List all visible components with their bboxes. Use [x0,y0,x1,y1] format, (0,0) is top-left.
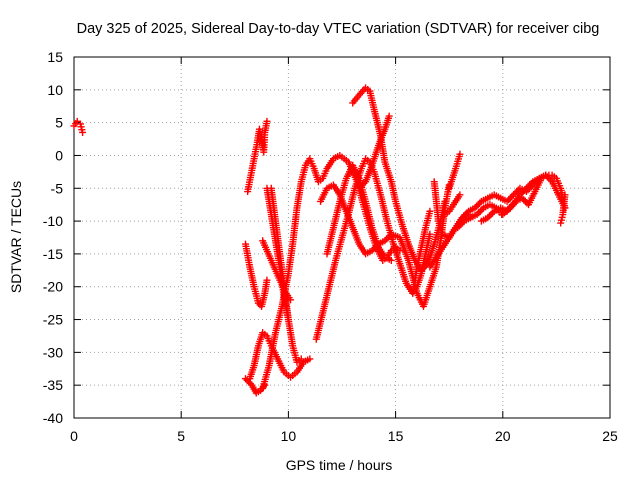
x-axis-label: GPS time / hours [286,457,393,473]
y-tick-label: -10 [43,213,63,229]
y-tick-label: -25 [43,312,63,328]
series-track-u [441,191,464,219]
data-point [537,174,545,182]
series-track-o [409,207,434,297]
series-track-w [557,191,569,227]
data-point [297,355,305,363]
y-tick-label: -20 [43,279,63,295]
data-point [287,296,295,304]
y-axis-label: SDTVAR / TECUs [8,181,24,293]
data-point [387,256,395,264]
axis-ticks: 0 5 10 15 20 25 -40 -35 -30 -25 -20 -15 -10 -5 0 5 10 15 [43,49,618,444]
y-tick-label: 15 [47,49,63,65]
y-tick-label: -30 [43,344,63,360]
data-point [561,191,569,199]
y-tick-label: 10 [47,82,63,98]
x-tick-label: 5 [177,428,185,444]
y-tick-label: -35 [43,377,63,393]
x-tick-label: 25 [602,428,618,444]
x-tick-label: 20 [495,428,511,444]
data-point [441,197,449,205]
data-point [263,117,271,125]
series-track-b [244,117,271,196]
data-point [263,276,271,284]
series-track-i [259,237,295,304]
data-point [476,207,484,215]
series-track-p [445,150,464,192]
data-point [426,207,434,215]
series-track-e [246,329,314,383]
x-tick-label: 10 [281,428,297,444]
series-track-a [70,117,87,136]
data-point [456,191,464,199]
data-marks [70,84,569,397]
x-tick-label: 0 [70,428,78,444]
data-point [79,128,87,136]
data-point [487,211,495,219]
data-point [385,112,393,120]
y-tick-label: -15 [43,246,63,262]
series-track-m [323,161,395,264]
data-point [505,196,513,204]
plot-frame [73,56,611,419]
series-track-v [499,174,545,219]
y-tick-label: -5 [51,180,64,196]
y-tick-label: 5 [55,115,63,131]
y-tick-label: 0 [55,147,63,163]
data-point [306,355,314,363]
series-track-j [312,155,434,343]
data-point [474,201,482,209]
data-point [456,150,464,158]
data-point [464,211,472,219]
series-track-n [355,112,393,192]
y-tick-label: -40 [43,410,63,426]
data-point [543,173,551,181]
data-point [284,316,292,324]
data-point [526,181,534,189]
chart-title: Day 325 of 2025, Sidereal Day-to-day VTE… [77,21,600,37]
series-track-c [242,240,271,310]
series-track-t [426,211,472,271]
x-tick-label: 15 [388,428,404,444]
